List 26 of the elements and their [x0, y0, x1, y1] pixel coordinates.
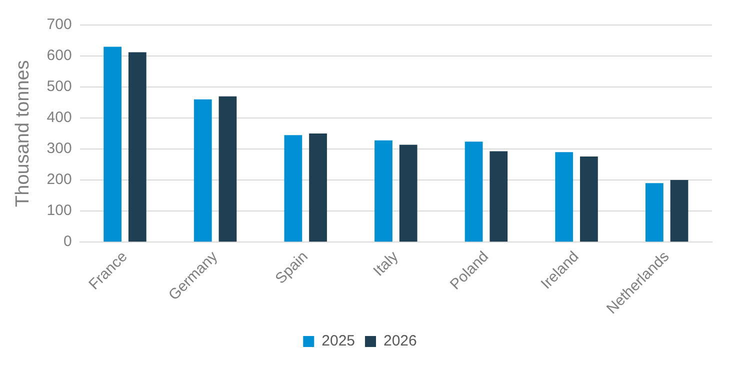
bar [374, 140, 392, 242]
y-tick-label: 0 [63, 233, 72, 250]
bar [104, 46, 122, 242]
x-tick-label: Italy [370, 248, 402, 280]
y-axis-title: Thousand tonnes [12, 60, 34, 207]
bar [580, 156, 598, 242]
legend-label: 2026 [384, 332, 417, 350]
bar [645, 183, 664, 242]
bar [670, 180, 688, 242]
bar [399, 144, 418, 242]
bar [309, 134, 327, 242]
y-tick-label: 500 [46, 78, 72, 96]
y-tick-label: 700 [46, 16, 72, 34]
bar [128, 52, 146, 242]
y-tick-label: 600 [46, 47, 72, 64]
bar [490, 151, 508, 242]
bar [284, 135, 302, 242]
bar [194, 99, 212, 242]
y-tick-label: 200 [46, 171, 72, 188]
legend-label: 2025 [322, 332, 356, 350]
y-tick-label: 300 [46, 140, 72, 158]
bar [555, 152, 574, 242]
bar [464, 142, 483, 242]
y-tick-label: 400 [46, 109, 72, 126]
y-tick-label: 100 [46, 202, 72, 220]
bar [218, 96, 237, 242]
